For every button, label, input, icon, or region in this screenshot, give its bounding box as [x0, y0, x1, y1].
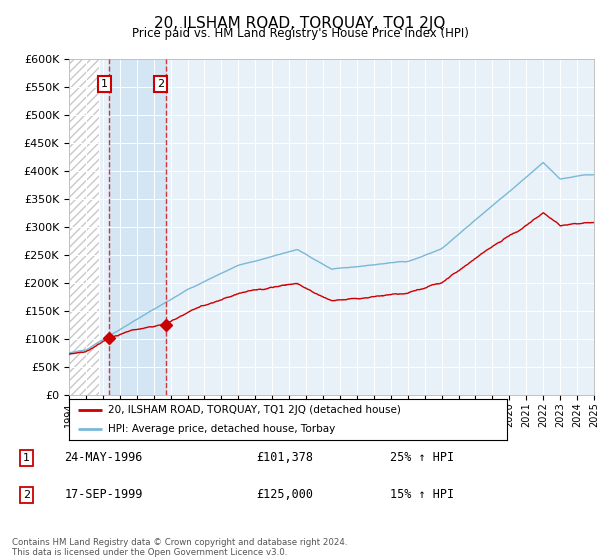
Text: £125,000: £125,000	[256, 488, 313, 501]
Text: 1: 1	[101, 79, 108, 89]
Text: 1: 1	[23, 453, 30, 463]
Text: Price paid vs. HM Land Registry's House Price Index (HPI): Price paid vs. HM Land Registry's House …	[131, 27, 469, 40]
Text: 24-MAY-1996: 24-MAY-1996	[64, 451, 143, 464]
Text: 15% ↑ HPI: 15% ↑ HPI	[391, 488, 454, 501]
Text: 25% ↑ HPI: 25% ↑ HPI	[391, 451, 454, 464]
Bar	[69, 59, 100, 395]
Text: 20, ILSHAM ROAD, TORQUAY, TQ1 2JQ: 20, ILSHAM ROAD, TORQUAY, TQ1 2JQ	[154, 16, 446, 31]
Text: 20, ILSHAM ROAD, TORQUAY, TQ1 2JQ (detached house): 20, ILSHAM ROAD, TORQUAY, TQ1 2JQ (detac…	[109, 405, 401, 415]
Bar	[69, 59, 100, 395]
Text: 2: 2	[23, 490, 30, 500]
Text: £101,378: £101,378	[256, 451, 313, 464]
Bar	[109, 59, 166, 395]
Text: 2: 2	[157, 79, 164, 89]
Text: Contains HM Land Registry data © Crown copyright and database right 2024.
This d: Contains HM Land Registry data © Crown c…	[12, 538, 347, 557]
Text: 17-SEP-1999: 17-SEP-1999	[64, 488, 143, 501]
Text: HPI: Average price, detached house, Torbay: HPI: Average price, detached house, Torb…	[109, 424, 335, 433]
